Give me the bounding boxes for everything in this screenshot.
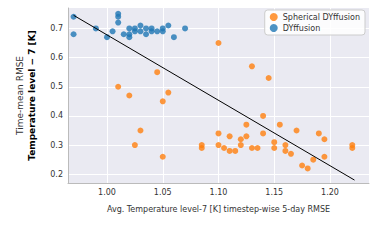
svg-text:1.00: 1.00 bbox=[98, 188, 116, 197]
svg-text:0.6: 0.6 bbox=[50, 53, 63, 62]
svg-text:0.2: 0.2 bbox=[50, 170, 63, 179]
svg-text:Spherical DYffusion: Spherical DYffusion bbox=[283, 13, 360, 22]
svg-text:0.3: 0.3 bbox=[50, 141, 63, 150]
svg-text:Avg. Temperature level-7 [K] t: Avg. Temperature level-7 [K] timestep-wi… bbox=[107, 205, 330, 214]
svg-text:0.7: 0.7 bbox=[50, 24, 63, 33]
svg-text:1.20: 1.20 bbox=[321, 188, 339, 197]
svg-text:0.4: 0.4 bbox=[50, 111, 63, 120]
svg-text:1.10: 1.10 bbox=[210, 188, 228, 197]
svg-text:1.05: 1.05 bbox=[154, 188, 172, 197]
svg-text:Time-mean RMSE: Time-mean RMSE bbox=[15, 56, 25, 136]
svg-text:DYffusion: DYffusion bbox=[283, 24, 321, 33]
svg-text:1.15: 1.15 bbox=[265, 188, 283, 197]
svg-text:Temperature level − 7 [K]: Temperature level − 7 [K] bbox=[27, 30, 37, 161]
svg-text:0.5: 0.5 bbox=[50, 82, 63, 91]
